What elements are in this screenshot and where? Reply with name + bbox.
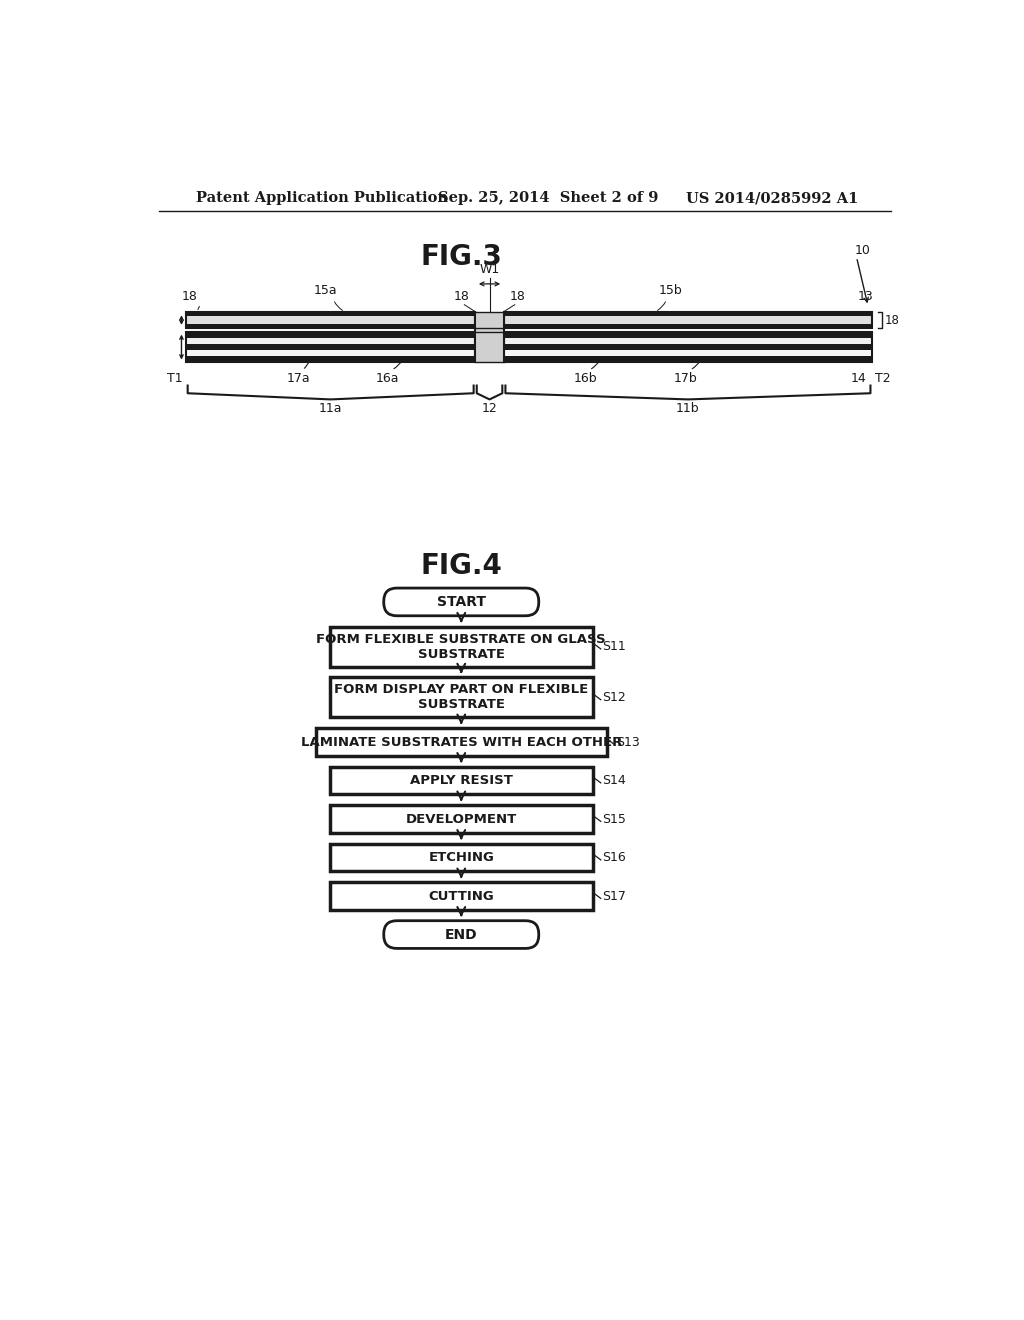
Text: FIG.4: FIG.4 bbox=[420, 553, 502, 581]
Bar bbox=[316, 729, 606, 756]
Bar bbox=[186, 313, 475, 317]
Text: 18: 18 bbox=[454, 290, 469, 304]
Text: 18: 18 bbox=[885, 314, 899, 326]
Text: 13: 13 bbox=[858, 290, 873, 304]
Bar bbox=[186, 323, 475, 327]
Text: 16a: 16a bbox=[376, 372, 399, 384]
Bar bbox=[186, 338, 475, 345]
Text: S11: S11 bbox=[602, 640, 626, 653]
Text: 14: 14 bbox=[850, 372, 866, 384]
FancyBboxPatch shape bbox=[384, 921, 539, 949]
Bar bbox=[186, 350, 475, 356]
Text: S17: S17 bbox=[602, 890, 626, 903]
Bar bbox=[504, 331, 872, 363]
Text: 18: 18 bbox=[510, 290, 525, 304]
Text: START: START bbox=[437, 595, 485, 609]
Text: APPLY RESIST: APPLY RESIST bbox=[410, 774, 513, 787]
Bar bbox=[504, 338, 872, 345]
Text: T1: T1 bbox=[167, 372, 183, 384]
Text: 11a: 11a bbox=[318, 403, 342, 416]
Text: 18: 18 bbox=[181, 290, 198, 304]
Text: S15: S15 bbox=[602, 813, 626, 825]
Text: END: END bbox=[445, 928, 477, 941]
FancyBboxPatch shape bbox=[384, 589, 539, 615]
Text: FIG.3: FIG.3 bbox=[420, 243, 502, 271]
Text: 10: 10 bbox=[855, 244, 870, 257]
Text: S14: S14 bbox=[602, 774, 626, 787]
Bar bbox=[186, 331, 475, 363]
Bar bbox=[330, 805, 593, 833]
Text: 15b: 15b bbox=[658, 284, 682, 297]
Bar bbox=[186, 313, 475, 327]
Text: LAMINATE SUBSTRATES WITH EACH OTHER: LAMINATE SUBSTRATES WITH EACH OTHER bbox=[301, 735, 622, 748]
Text: FORM DISPLAY PART ON FLEXIBLE
SUBSTRATE: FORM DISPLAY PART ON FLEXIBLE SUBSTRATE bbox=[334, 684, 589, 711]
Bar bbox=[504, 313, 872, 327]
Bar bbox=[330, 677, 593, 718]
Bar bbox=[330, 882, 593, 909]
Text: 11b: 11b bbox=[676, 403, 699, 416]
Bar bbox=[330, 767, 593, 795]
Bar bbox=[504, 323, 872, 327]
Bar bbox=[330, 627, 593, 667]
Text: 17a: 17a bbox=[287, 372, 310, 384]
Text: 12: 12 bbox=[481, 403, 498, 416]
Bar bbox=[504, 345, 872, 350]
Bar bbox=[186, 345, 475, 350]
Text: US 2014/0285992 A1: US 2014/0285992 A1 bbox=[686, 191, 858, 206]
Bar bbox=[504, 317, 872, 323]
Text: DEVELOPMENT: DEVELOPMENT bbox=[406, 813, 517, 825]
Text: Patent Application Publication: Patent Application Publication bbox=[197, 191, 449, 206]
Text: CUTTING: CUTTING bbox=[428, 890, 495, 903]
Text: 16b: 16b bbox=[573, 372, 597, 384]
Bar bbox=[186, 356, 475, 363]
Bar bbox=[504, 356, 872, 363]
Text: ETCHING: ETCHING bbox=[428, 851, 495, 865]
Bar bbox=[186, 331, 475, 338]
Text: T2: T2 bbox=[876, 372, 891, 384]
Text: S16: S16 bbox=[602, 851, 626, 865]
Bar bbox=[186, 317, 475, 323]
Bar bbox=[504, 331, 872, 338]
Text: Sep. 25, 2014  Sheet 2 of 9: Sep. 25, 2014 Sheet 2 of 9 bbox=[438, 191, 658, 206]
Text: FORM FLEXIBLE SUBSTRATE ON GLASS
SUBSTRATE: FORM FLEXIBLE SUBSTRATE ON GLASS SUBSTRA… bbox=[316, 632, 606, 660]
Text: 17b: 17b bbox=[674, 372, 698, 384]
Bar bbox=[330, 843, 593, 871]
Text: 15a: 15a bbox=[313, 284, 338, 297]
Text: S12: S12 bbox=[602, 690, 626, 704]
Text: S13: S13 bbox=[615, 735, 640, 748]
Bar bbox=[504, 350, 872, 356]
Bar bbox=[504, 313, 872, 317]
Text: W1: W1 bbox=[479, 263, 500, 276]
Bar bbox=[475, 313, 504, 363]
